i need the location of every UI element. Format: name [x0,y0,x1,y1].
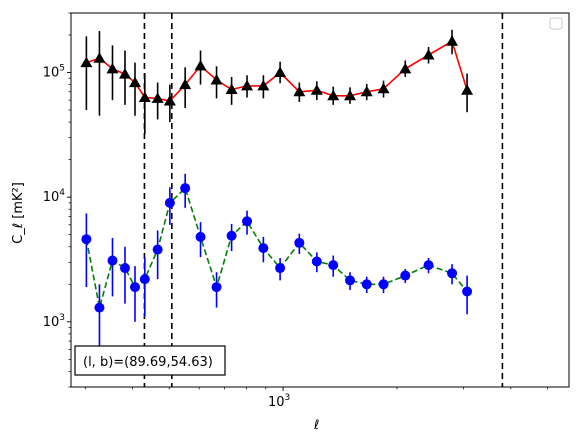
data-point-upper [399,62,412,74]
y-tick-label: 105 [43,63,65,80]
data-point-upper [310,84,323,95]
data-point-upper [257,79,270,91]
x-axis-label: ℓ [313,418,319,433]
data-point-lower [447,268,458,279]
data-point-upper [446,35,459,46]
data-point-upper [241,79,254,91]
data-point-upper [274,66,287,77]
data-point-upper [128,76,141,88]
data-point-lower [361,279,372,290]
data-point-lower [107,255,118,266]
data-point-lower [423,260,434,271]
data-point-lower [345,275,356,286]
axes: 103 104 105 103 [43,12,570,410]
data-point-upper [151,92,164,103]
data-point-upper [163,95,176,106]
data-point-upper [327,89,340,101]
data-point-lower [462,286,473,297]
data-point-lower [94,302,105,313]
data-point-lower [129,282,140,293]
data-point-upper [179,78,192,90]
data-point-lower [378,279,389,290]
data-point-upper [106,62,119,74]
annotation-box [74,345,226,376]
data-point-upper [138,91,151,102]
data-point-lower [400,270,411,281]
legend-box [549,17,563,30]
data-point-upper [118,68,131,79]
data-point-lower [81,234,92,245]
data-point-upper [210,74,223,85]
axes-frame [70,12,570,388]
data-point-lower [294,237,305,248]
data-point-upper [377,82,390,94]
data-point-lower [311,256,322,267]
plot-area [80,13,504,387]
position-annotation: (l, b)=(89.69,54.63) [74,345,226,376]
data-point-lower [242,216,253,227]
data-point-upper [80,56,93,68]
data-point-lower [328,260,339,271]
data-point-upper [461,84,474,95]
data-point-lower [180,183,191,194]
data-point-lower [139,274,150,285]
data-point-upper [293,85,306,97]
data-point-upper [93,52,106,63]
y-tick-label: 104 [43,188,66,205]
data-point-lower [119,263,130,274]
data-point-upper [194,59,207,71]
data-point-lower [258,243,269,254]
data-point-upper [344,89,357,101]
data-point-upper [225,83,238,95]
x-tick-label: 103 [268,393,290,410]
y-axis-label: C_ℓ [mK²] [11,182,26,244]
y-tick-label: 103 [43,313,65,330]
data-point-lower [152,244,163,255]
data-point-lower [195,231,206,242]
data-point-upper [360,85,373,97]
data-point-lower [226,230,237,241]
data-point-lower [211,282,222,293]
data-point-lower [164,197,175,208]
data-point-upper [422,49,435,60]
data-point-lower [275,263,286,274]
annotation-text: (l, b)=(89.69,54.63) [83,355,213,370]
